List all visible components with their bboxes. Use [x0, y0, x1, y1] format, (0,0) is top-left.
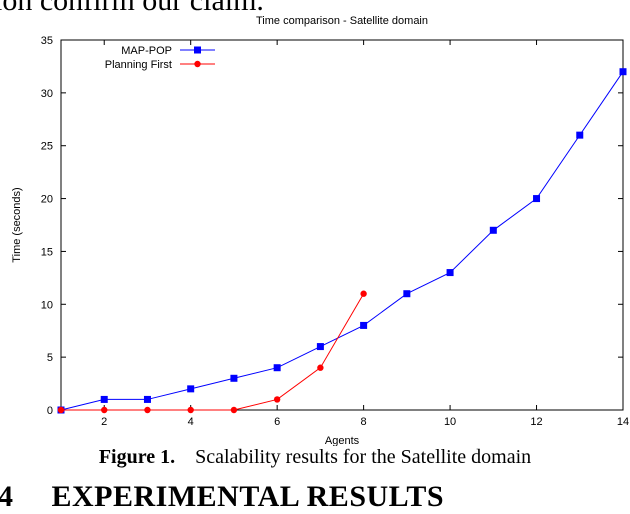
- x-tick-label: 6: [274, 416, 280, 428]
- legend-label: Planning First: [105, 59, 172, 71]
- figure-caption: Figure 1. Scalability results for the Sat…: [0, 446, 630, 469]
- series-line: [61, 293, 365, 411]
- data-point: [187, 406, 194, 414]
- data-point: [144, 406, 151, 414]
- data-point: [360, 321, 368, 329]
- data-point: [360, 290, 367, 297]
- y-tick-label: 5: [47, 352, 53, 364]
- data-point: [317, 364, 324, 371]
- x-tick-label: 2: [101, 416, 107, 428]
- data-point: [619, 68, 627, 76]
- data-point: [187, 385, 195, 393]
- x-axis-label: Agents: [325, 435, 360, 446]
- y-tick-label: 20: [41, 194, 53, 206]
- legend-marker: [194, 46, 201, 54]
- legend-marker: [194, 60, 201, 68]
- data-point: [100, 395, 108, 403]
- data-point: [533, 195, 541, 203]
- chart-title: Time comparison - Satellite domain: [256, 15, 428, 27]
- series-line: [60, 71, 624, 411]
- y-tick-label: 15: [41, 246, 53, 258]
- figure-label: Figure 1.: [98, 446, 176, 468]
- x-tick-label: 4: [188, 416, 194, 428]
- y-axis-label: Time (seconds): [11, 187, 23, 262]
- data-point: [230, 374, 238, 382]
- y-tick-label: 25: [41, 141, 53, 153]
- section-number: 4: [0, 480, 14, 513]
- x-tick-label: 10: [444, 416, 456, 428]
- data-point: [576, 131, 584, 139]
- y-tick-label: 35: [41, 35, 53, 47]
- data-point: [101, 406, 108, 414]
- figure-caption-text: Scalability results for the Satellite do…: [195, 446, 532, 468]
- legend-label: MAP-POP: [121, 45, 172, 57]
- data-point: [273, 364, 281, 372]
- data-point: [143, 395, 151, 403]
- data-point: [273, 396, 281, 403]
- section-title: EXPERIMENTAL RESULTS: [51, 480, 445, 513]
- x-tick-label: 8: [361, 416, 367, 428]
- section-heading: 4 EXPERIMENTAL RESULTS: [0, 480, 444, 514]
- data-point: [57, 406, 65, 414]
- y-tick-label: 0: [47, 405, 53, 417]
- data-point: [489, 226, 497, 234]
- data-point: [403, 290, 411, 298]
- data-point: [446, 269, 454, 277]
- plot-frame: [60, 39, 624, 411]
- body-text-fragment: ion confirm our claim.: [0, 0, 264, 17]
- y-tick-label: 10: [41, 299, 53, 311]
- x-tick-label: 14: [617, 416, 629, 428]
- x-tick-label: 12: [530, 416, 542, 428]
- y-tick-label: 30: [41, 88, 53, 100]
- data-point: [316, 343, 324, 351]
- data-point: [230, 406, 238, 414]
- time-comparison-chart: Time comparison - Satellite domain 0 5 10 1…: [11, 15, 629, 446]
